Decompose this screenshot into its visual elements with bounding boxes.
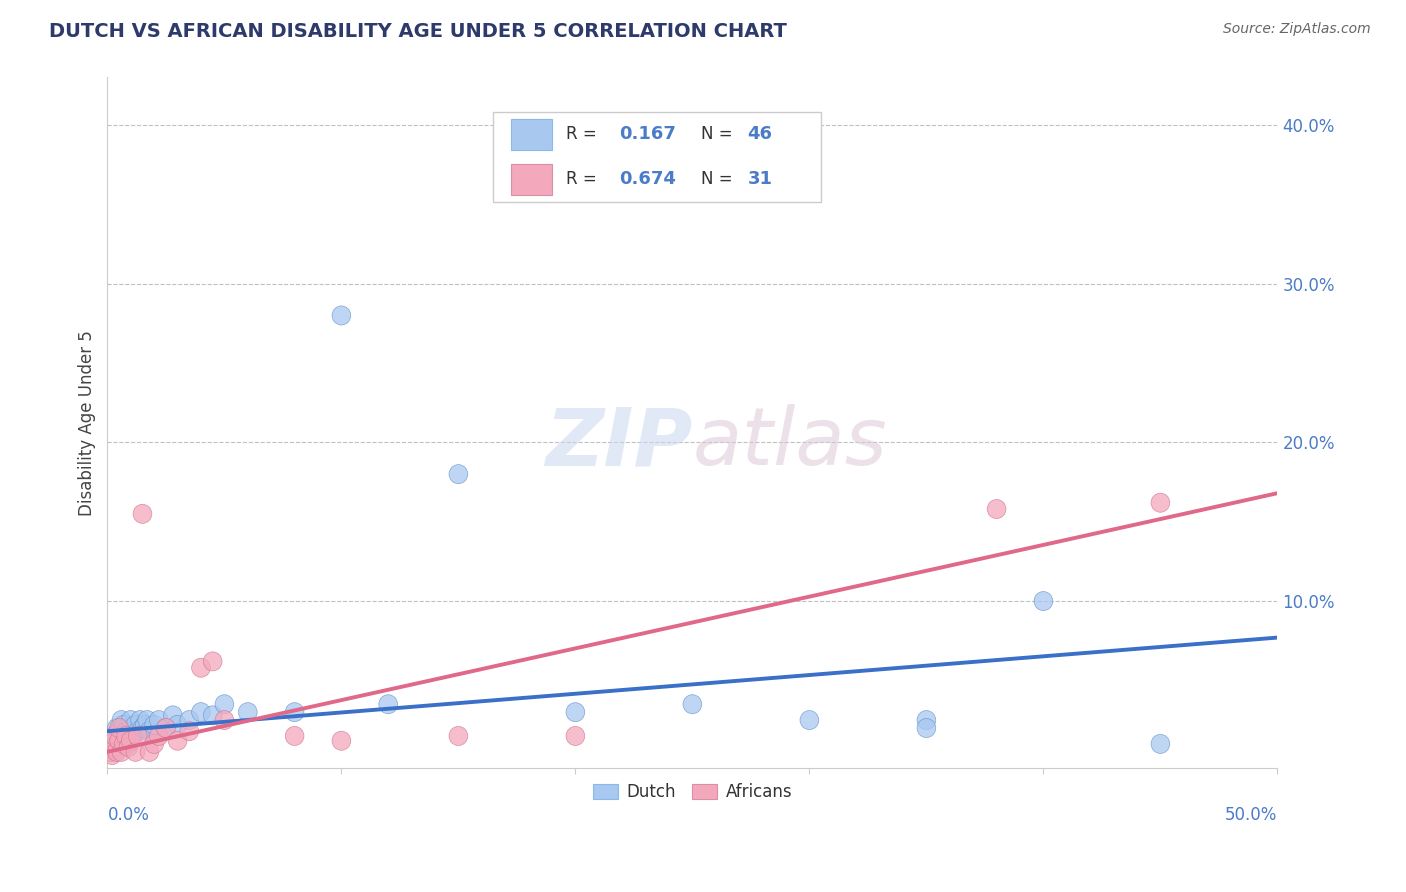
Ellipse shape xyxy=(191,658,211,677)
FancyBboxPatch shape xyxy=(494,112,821,202)
Ellipse shape xyxy=(141,722,159,740)
Ellipse shape xyxy=(135,715,155,734)
Ellipse shape xyxy=(239,703,257,722)
Ellipse shape xyxy=(138,711,156,730)
Ellipse shape xyxy=(567,726,585,746)
Ellipse shape xyxy=(156,719,176,738)
Ellipse shape xyxy=(449,465,468,483)
Ellipse shape xyxy=(103,734,121,754)
Ellipse shape xyxy=(120,738,138,756)
Ellipse shape xyxy=(127,715,145,734)
Ellipse shape xyxy=(128,722,148,740)
Ellipse shape xyxy=(121,731,141,750)
Ellipse shape xyxy=(285,726,304,746)
Ellipse shape xyxy=(163,706,183,725)
Text: Source: ZipAtlas.com: Source: ZipAtlas.com xyxy=(1223,22,1371,37)
Text: 0.674: 0.674 xyxy=(619,170,675,188)
Ellipse shape xyxy=(114,734,134,754)
Ellipse shape xyxy=(204,652,222,671)
Ellipse shape xyxy=(191,703,211,722)
Ellipse shape xyxy=(131,711,149,730)
Ellipse shape xyxy=(110,722,128,740)
Ellipse shape xyxy=(145,734,163,754)
Ellipse shape xyxy=(378,695,398,714)
Ellipse shape xyxy=(105,738,124,756)
Ellipse shape xyxy=(180,722,198,740)
Ellipse shape xyxy=(1033,591,1053,611)
FancyBboxPatch shape xyxy=(510,164,553,194)
Ellipse shape xyxy=(180,711,198,730)
Ellipse shape xyxy=(156,719,176,738)
Ellipse shape xyxy=(120,734,138,754)
Ellipse shape xyxy=(917,711,936,730)
Ellipse shape xyxy=(917,719,936,738)
Text: 50.0%: 50.0% xyxy=(1225,805,1278,823)
Ellipse shape xyxy=(121,719,141,738)
Ellipse shape xyxy=(128,726,148,746)
Ellipse shape xyxy=(332,306,350,325)
Text: atlas: atlas xyxy=(692,404,887,483)
Ellipse shape xyxy=(169,715,187,734)
Ellipse shape xyxy=(134,719,152,738)
Ellipse shape xyxy=(149,726,169,746)
Ellipse shape xyxy=(987,500,1005,518)
Ellipse shape xyxy=(112,742,131,762)
Text: DUTCH VS AFRICAN DISABILITY AGE UNDER 5 CORRELATION CHART: DUTCH VS AFRICAN DISABILITY AGE UNDER 5 … xyxy=(49,22,787,41)
Ellipse shape xyxy=(204,706,222,725)
Legend: Dutch, Africans: Dutch, Africans xyxy=(586,776,799,807)
Ellipse shape xyxy=(449,726,468,746)
Ellipse shape xyxy=(149,711,169,730)
Text: N =: N = xyxy=(700,170,738,188)
Text: 46: 46 xyxy=(748,126,772,144)
Text: R =: R = xyxy=(567,126,602,144)
Ellipse shape xyxy=(127,742,145,762)
Ellipse shape xyxy=(134,504,152,524)
FancyBboxPatch shape xyxy=(510,119,553,150)
Ellipse shape xyxy=(110,738,128,756)
Ellipse shape xyxy=(107,734,127,754)
Ellipse shape xyxy=(683,695,702,714)
Ellipse shape xyxy=(800,711,818,730)
Text: ZIP: ZIP xyxy=(546,404,692,483)
Ellipse shape xyxy=(567,703,585,722)
Ellipse shape xyxy=(114,715,134,734)
Ellipse shape xyxy=(141,742,159,762)
Ellipse shape xyxy=(121,711,141,730)
Text: 0.0%: 0.0% xyxy=(107,805,149,823)
Ellipse shape xyxy=(332,731,350,750)
Ellipse shape xyxy=(100,734,120,754)
Ellipse shape xyxy=(110,719,128,738)
Ellipse shape xyxy=(114,726,134,746)
Ellipse shape xyxy=(1152,734,1170,754)
Ellipse shape xyxy=(107,719,127,738)
Text: 31: 31 xyxy=(748,170,772,188)
Text: 0.167: 0.167 xyxy=(619,126,675,144)
Ellipse shape xyxy=(105,726,124,746)
Ellipse shape xyxy=(1152,493,1170,512)
Ellipse shape xyxy=(117,722,135,740)
Ellipse shape xyxy=(169,731,187,750)
Ellipse shape xyxy=(107,742,127,762)
Ellipse shape xyxy=(103,731,121,750)
Y-axis label: Disability Age Under 5: Disability Age Under 5 xyxy=(79,330,96,516)
Ellipse shape xyxy=(215,695,233,714)
Ellipse shape xyxy=(105,738,124,756)
Ellipse shape xyxy=(105,726,124,746)
Text: N =: N = xyxy=(700,126,738,144)
Ellipse shape xyxy=(124,726,142,746)
Ellipse shape xyxy=(285,703,304,722)
Ellipse shape xyxy=(145,715,163,734)
Ellipse shape xyxy=(103,742,121,762)
Ellipse shape xyxy=(215,711,233,730)
Text: R =: R = xyxy=(567,170,602,188)
Ellipse shape xyxy=(100,742,120,762)
Ellipse shape xyxy=(112,731,131,750)
Ellipse shape xyxy=(110,731,128,750)
Ellipse shape xyxy=(112,711,131,730)
Ellipse shape xyxy=(117,726,135,746)
Ellipse shape xyxy=(103,746,121,764)
